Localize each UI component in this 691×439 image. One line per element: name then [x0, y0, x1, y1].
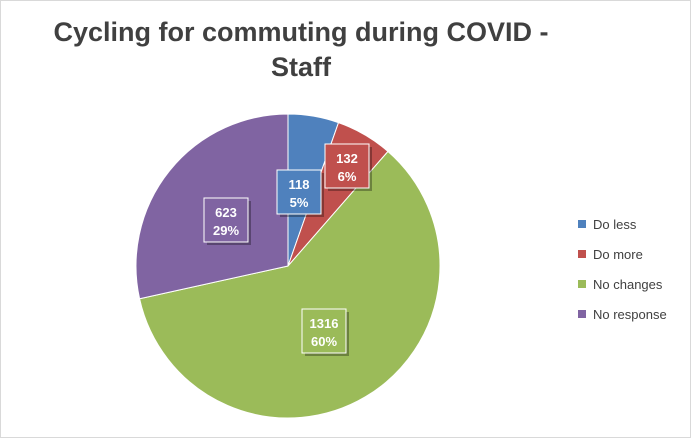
data-label-box	[301, 308, 347, 354]
legend-label-no-changes: No changes	[593, 276, 663, 292]
pie-slice-no-changes	[138, 150, 441, 419]
legend-label-no-response: No response	[593, 306, 667, 322]
legend-swatch-no-changes	[578, 280, 586, 288]
chart-title-line-1: Cycling for commuting during COVID -	[53, 17, 549, 47]
data-label-percent: 5%	[290, 195, 309, 210]
legend-label-do-more: Do more	[593, 246, 643, 262]
legend-item-do-more: Do more	[578, 239, 667, 269]
data-label-percent: 60%	[311, 334, 337, 349]
data-label-no-changes: 1316 60%	[301, 308, 349, 356]
data-label-box	[324, 143, 370, 189]
legend: Do less Do more No changes No response	[578, 209, 667, 329]
data-label-value: 1316	[310, 316, 339, 331]
data-label-value: 118	[289, 177, 310, 192]
data-label-percent: 29%	[213, 223, 239, 238]
data-label-box	[276, 169, 322, 215]
legend-swatch-do-less	[578, 220, 586, 228]
data-label-value: 132	[336, 151, 358, 166]
data-label-value: 623	[215, 205, 237, 220]
data-label-percent: 6%	[338, 169, 357, 184]
legend-swatch-do-more	[578, 250, 586, 258]
legend-label-do-less: Do less	[593, 216, 637, 232]
chart-title: Cycling for commuting during COVID - Sta…	[41, 15, 561, 85]
legend-item-do-less: Do less	[578, 209, 667, 239]
chart-title-line-2: Staff	[271, 52, 331, 82]
legend-item-no-changes: No changes	[578, 269, 667, 299]
legend-item-no-response: No response	[578, 299, 667, 329]
legend-swatch-no-response	[578, 310, 586, 318]
data-label-box	[203, 197, 249, 243]
